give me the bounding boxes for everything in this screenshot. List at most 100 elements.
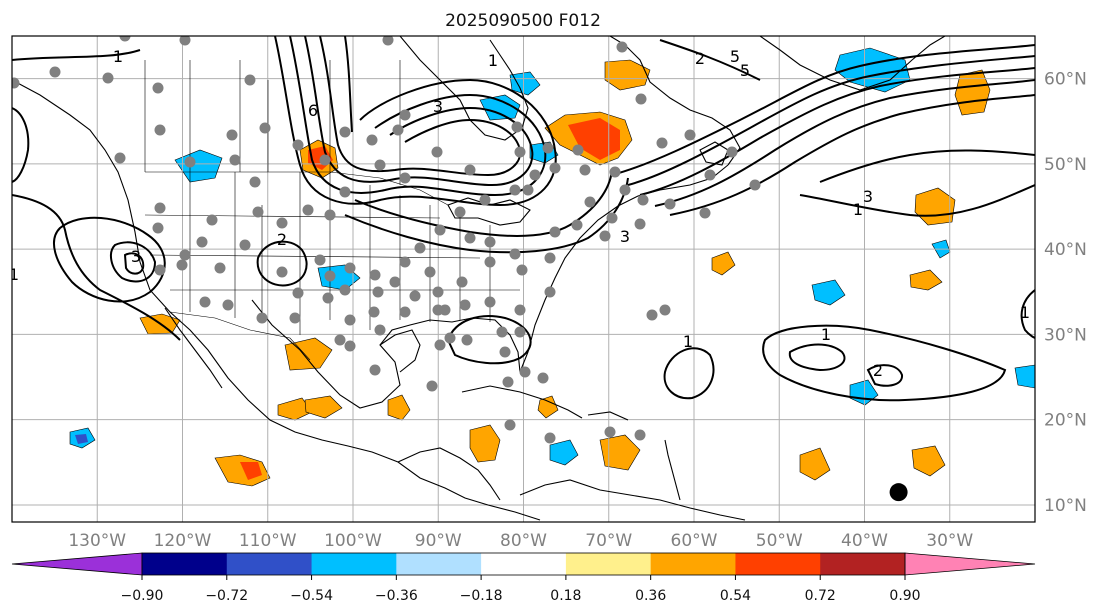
shade-pac-blue-core [75,434,88,444]
station-dot [434,339,446,351]
station-dot [339,186,351,198]
latitude-label: 60°N [1044,70,1087,90]
longitude-label: 30°W [926,531,973,551]
station-dot [154,264,166,276]
colorbar-tick-label: 0.90 [889,588,920,604]
station-dot [366,134,378,146]
contour-west-1 [12,194,181,341]
station-dot [399,109,411,121]
station-dot [456,276,468,288]
colorbar-segment [396,553,482,575]
colorbar-segment [142,553,228,575]
coast-cuba [461,385,583,419]
contour-label: 6 [308,101,318,120]
station-dot [339,284,351,296]
station-dot [344,314,356,326]
longitude-label: 60°W [671,531,718,551]
station-dot [464,164,476,176]
station-dot [12,77,20,89]
station-dot [464,232,476,244]
station-dot [484,256,496,268]
station-dot [726,146,738,158]
contour-atl-ridge-2 [788,343,846,372]
station-dot [184,156,196,168]
longitude-label: 90°W [415,531,462,551]
contour-trough-s [354,169,613,237]
contour-label: 1 [821,325,831,344]
colorbar-frame [141,552,906,576]
station-dot [102,72,114,84]
station-dot [239,239,251,251]
shade-atl-37n [711,251,736,276]
station-dot [252,206,264,218]
coast-us-east [519,164,729,373]
station-dot [514,146,526,158]
contour-label: 2 [277,230,287,249]
station-dot [484,236,496,248]
shade-atl-14n [911,445,946,477]
station-dot [249,176,261,188]
shade-pac-22n [277,397,313,421]
station-dot [426,380,438,392]
station-dot [659,304,671,316]
coast-baja [164,307,223,389]
shade-pac-24n [304,395,343,419]
longitude-label: 130°W [68,531,126,551]
coast-lesser-antilles [664,439,681,501]
station-dot [431,146,443,158]
contour-label: 1 [683,332,693,351]
station-dot [509,184,521,196]
colorbar-tick-label: −0.90 [121,588,164,604]
station-dot [519,366,531,378]
contour-atl-ridge [762,324,1007,402]
contour-atl-ridge-3 [866,364,903,387]
station-dot [544,286,556,298]
contour-atl-1 [611,44,1035,176]
border-us-mexico [169,311,311,361]
contour-label: 1 [113,47,123,66]
contour-nw-corner [12,107,30,183]
station-dot [479,194,491,206]
station-dot [496,326,508,338]
station-dot [206,214,218,226]
station-dot [399,306,411,318]
station-dot [399,256,411,268]
shade-greenland-s [954,69,991,116]
station-dot [374,159,386,171]
station-dot [502,376,514,388]
shade-labrador [604,59,651,91]
station-dot [229,154,241,166]
station-markers [12,36,761,444]
map-area: 1 1 1 1 1 1 1 2 3 3 3 3 5 6 2 5 2 [12,36,1035,522]
station-dot [152,82,164,94]
station-dot [114,152,126,164]
contour-ne-1 [12,49,141,61]
contour-atl-5 [669,94,1035,216]
shade-carib-blue [549,439,579,466]
station-dot [544,432,556,444]
longitude-label: 50°W [756,531,803,551]
colorbar-tick-label: 0.18 [550,588,581,604]
latitude-labels: 60°N 50°N 40°N 30°N 20°N 10°N [1044,70,1087,516]
station-dot [635,93,647,105]
contour-west-low [53,216,166,303]
shade-pac-14n-core [240,462,262,480]
station-dot [292,287,304,299]
shade-gulf-honduras [387,394,411,421]
contour-jet-4 [319,36,522,177]
contour-label: 2 [695,49,705,68]
station-dot [199,296,211,308]
station-dot [322,292,334,304]
contour-4corners [256,240,308,287]
station-dot [324,209,336,221]
station-dot [444,332,456,344]
coast-pacific-na [12,79,541,521]
shade-atl-33n [909,269,943,291]
coast-yucatan [379,329,421,373]
coast-central-am [397,447,501,501]
station-dot [504,419,516,431]
shade-atl-13n [799,447,831,481]
station-dot [196,236,208,248]
contour-jet-5 [344,36,353,133]
colorbar-extend-low [11,552,143,576]
